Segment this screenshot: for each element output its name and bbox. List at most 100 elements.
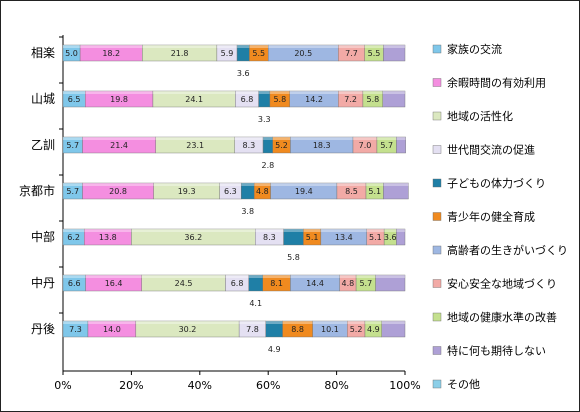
- legend-label: 子どもの体力づくり: [447, 176, 546, 190]
- bar-segment-highlight: [366, 229, 385, 232]
- legend-label: 地域の健康水準の改善: [447, 310, 557, 324]
- bar-segment-highlight: [131, 229, 256, 232]
- bar-segment-highlight: [82, 183, 154, 186]
- bar-segment-highlight: [312, 321, 348, 324]
- data-label: 24.1: [185, 95, 203, 104]
- bar-segment-highlight: [376, 137, 397, 140]
- bar-segment-highlight: [141, 275, 226, 278]
- bar-segment-highlight: [265, 321, 283, 324]
- bar-segment-highlight: [234, 137, 264, 140]
- data-label: 8.5: [345, 187, 358, 196]
- bar-segment-highlight: [263, 137, 273, 140]
- bar-segment-highlight: [258, 91, 270, 94]
- bar-segment-highlight: [364, 45, 384, 48]
- data-label: 5.0: [65, 49, 78, 58]
- bar-segment-highlight: [63, 183, 83, 186]
- x-tick-label: 80%: [324, 379, 348, 392]
- bar-segment-highlight: [85, 275, 142, 278]
- bar-segment-highlight: [269, 91, 290, 94]
- bar-segment-highlight: [290, 137, 354, 140]
- legend-label: 世代間交流の促進: [447, 143, 535, 157]
- data-label: 5.8: [273, 95, 286, 104]
- data-label: 2.8: [261, 161, 274, 170]
- bar-segment-highlight: [262, 275, 291, 278]
- data-label: 6.8: [241, 95, 254, 104]
- data-label: 7.0: [359, 141, 372, 150]
- bar-segment-highlight: [382, 91, 405, 94]
- bar-segment-highlight: [255, 229, 284, 232]
- data-label: 20.5: [294, 49, 312, 58]
- data-label: 14.2: [305, 95, 323, 104]
- legend-swatch: [432, 379, 442, 389]
- data-label: 13.8: [99, 233, 117, 242]
- data-label: 3.6: [384, 233, 397, 242]
- bar-segment-highlight: [241, 183, 255, 186]
- bar-segment-highlight: [63, 91, 86, 94]
- legend-label: 余暇時間の有効利用: [447, 76, 546, 90]
- data-label: 8.8: [291, 325, 304, 334]
- category-label: 中丹: [31, 275, 55, 290]
- legend-swatch: [432, 78, 442, 87]
- data-label: 7.2: [344, 95, 357, 104]
- data-label: 21.8: [171, 49, 189, 58]
- data-label: 6.8: [231, 279, 244, 288]
- data-label: 18.3: [313, 141, 331, 150]
- bar-segment: [375, 274, 406, 292]
- bar-segment-highlight: [396, 137, 406, 140]
- category-label: 乙訓: [31, 137, 55, 152]
- data-label: 5.9: [221, 49, 234, 58]
- data-label: 7.8: [246, 325, 259, 334]
- data-label: 5.8: [287, 253, 300, 262]
- legend-label: 家族の交流: [447, 42, 502, 56]
- bar-segment-highlight: [155, 137, 235, 140]
- data-label: 6.6: [68, 279, 81, 288]
- data-label: 6.2: [67, 233, 80, 242]
- bar-segment-highlight: [303, 229, 321, 232]
- legend-label: 青少年の健全育成: [447, 210, 535, 224]
- data-label: 8.1: [270, 279, 283, 288]
- bar-segment-highlight: [254, 183, 271, 186]
- data-label: 21.4: [110, 141, 128, 150]
- data-label: 20.8: [109, 187, 127, 196]
- data-label: 5.7: [359, 279, 372, 288]
- legend-swatch: [432, 279, 442, 288]
- legend-label: その他: [447, 378, 480, 391]
- bar-segment: [382, 90, 406, 108]
- bar-segment-highlight: [63, 137, 83, 140]
- bar-segment-highlight: [289, 91, 339, 94]
- bar-segment-highlight: [152, 91, 236, 94]
- bar-segment-highlight: [384, 229, 397, 232]
- legend-label: 地域の活性化: [447, 109, 513, 123]
- bar-segment-highlight: [381, 321, 405, 324]
- bar-segment-highlight: [63, 45, 81, 48]
- bar-segment-highlight: [63, 321, 88, 324]
- bar-segment: [396, 228, 406, 246]
- bar-segment-highlight: [383, 183, 409, 186]
- data-label: 5.1: [306, 233, 319, 242]
- x-tick-label: 20%: [119, 379, 143, 392]
- bar-segment-highlight: [364, 321, 382, 324]
- legend-swatch: [432, 245, 442, 255]
- data-label: 14.4: [306, 279, 324, 288]
- bar-segment-highlight: [282, 321, 313, 324]
- data-label: 6.5: [68, 95, 81, 104]
- bar-segment-highlight: [353, 137, 377, 140]
- data-label: 5.1: [368, 187, 381, 196]
- data-label: 5.7: [380, 141, 393, 150]
- data-label: 5.5: [252, 49, 265, 58]
- bar-segment-highlight: [320, 229, 367, 232]
- data-label: 3.6: [237, 69, 250, 78]
- bar-segment-highlight: [87, 321, 136, 324]
- bar-segment-highlight: [142, 45, 217, 48]
- data-label: 36.2: [184, 233, 202, 242]
- bar-segment: [381, 320, 406, 338]
- bar-segment-highlight: [396, 229, 405, 232]
- bar-segment-highlight: [82, 137, 156, 140]
- bar-segment-highlight: [237, 45, 250, 48]
- bar-segment-highlight: [356, 275, 376, 278]
- bar-segment-highlight: [270, 183, 337, 186]
- bar-segment-highlight: [80, 45, 143, 48]
- category-label: 相楽: [31, 46, 55, 60]
